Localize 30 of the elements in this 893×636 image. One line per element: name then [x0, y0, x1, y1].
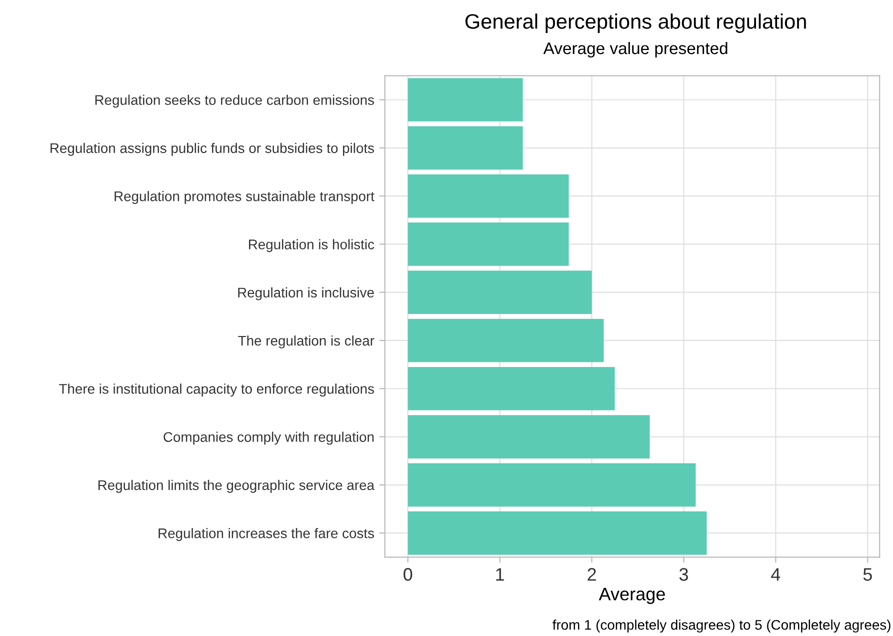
x-tick-label: 1: [496, 568, 504, 581]
y-tick-label: Regulation is holistic: [249, 239, 374, 252]
bar: [408, 463, 696, 507]
y-tick-label: Companies comply with regulation: [164, 432, 374, 445]
bar: [408, 366, 615, 410]
x-axis-title: Average: [598, 588, 665, 604]
x-tick-label: 4: [771, 568, 780, 581]
bar: [408, 174, 569, 218]
text: from 1 (completely disagrees) to 5 (Completely agrees): [552, 620, 890, 633]
bar: [408, 415, 650, 458]
y-tick-label: The regulation is clear: [238, 335, 374, 348]
y-tick-label: Regulation seeks to reduce carbon emissions: [95, 94, 374, 108]
bar: [408, 511, 707, 555]
chart-subtitle: Average value presented: [543, 42, 728, 58]
y-tick-label: Regulation limits the geographic service area: [98, 480, 374, 493]
bar: [408, 222, 569, 266]
x-tick-label: 3: [679, 568, 688, 581]
y-tick-label: Regulation increases the fare costs: [158, 528, 374, 541]
bar: [408, 78, 523, 122]
y-tick-label: Regulation promotes sustainable transport: [114, 191, 374, 204]
x-tick-label: 0: [404, 568, 412, 581]
bar: [408, 318, 604, 362]
y-tick-label: Regulation assigns public funds or subsidies to pilots: [50, 142, 374, 156]
x-tick-label: 2: [588, 568, 596, 581]
y-tick-label: There is institutional capacity to enforce regulations: [59, 384, 374, 397]
bar: [408, 270, 592, 314]
x-tick-label: 5: [863, 568, 872, 581]
bar: [408, 126, 523, 170]
chart-title: General perceptions about regulation: [465, 14, 806, 33]
y-tick-label: Regulation is inclusive: [238, 287, 374, 300]
